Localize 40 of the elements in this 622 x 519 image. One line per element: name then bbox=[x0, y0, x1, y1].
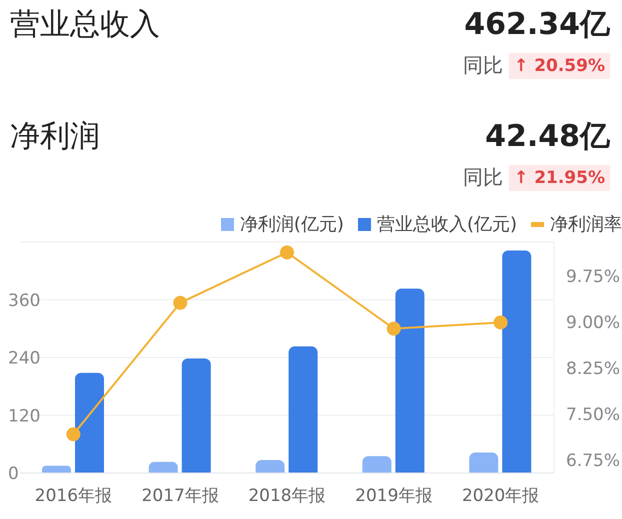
y2-tick-label: 9.00% bbox=[566, 312, 620, 333]
y-tick-label: 0 bbox=[8, 464, 19, 484]
point bbox=[280, 245, 294, 260]
y-tick-label: 240 bbox=[8, 348, 40, 368]
y-tick-label: 120 bbox=[8, 406, 40, 426]
legend-label: 净利润(亿元) bbox=[238, 213, 344, 236]
legend-label: 净利润率 bbox=[549, 213, 622, 236]
bar bbox=[42, 466, 71, 473]
y-tick-label: 360 bbox=[8, 290, 40, 311]
y2-tick-label: 7.50% bbox=[566, 405, 620, 426]
text: 42.48亿 bbox=[485, 118, 610, 156]
bar bbox=[469, 452, 498, 473]
y2-tick-label: 8.25% bbox=[566, 358, 620, 379]
point bbox=[173, 296, 188, 310]
bar bbox=[148, 462, 178, 473]
bar bbox=[75, 372, 104, 473]
text: ↑ 21.95% bbox=[509, 164, 610, 190]
x-tick-label: 2018年报 bbox=[248, 486, 326, 506]
bar bbox=[288, 346, 318, 473]
bar bbox=[362, 456, 392, 473]
y2-tick-label: 6.75% bbox=[566, 451, 620, 472]
text: ↑ 20.59% bbox=[509, 52, 610, 78]
text: 同比 bbox=[463, 164, 504, 191]
text: 462.34亿 bbox=[464, 6, 610, 44]
legend-label: 营业总收入(亿元) bbox=[376, 213, 517, 236]
x-tick-label: 2017年报 bbox=[142, 486, 219, 506]
bar bbox=[395, 288, 424, 473]
bar bbox=[502, 250, 532, 473]
y2-tick-label: 9.75% bbox=[566, 266, 620, 287]
bar bbox=[256, 460, 285, 473]
text: 营业总收入 bbox=[10, 6, 160, 44]
bar bbox=[182, 358, 211, 473]
x-tick-label: 2016年报 bbox=[34, 486, 112, 506]
x-tick-label: 2019年报 bbox=[355, 486, 432, 506]
text: 净利润 bbox=[10, 118, 100, 156]
point bbox=[494, 315, 508, 330]
point bbox=[66, 427, 80, 442]
text: 同比 bbox=[463, 52, 504, 79]
point bbox=[386, 322, 401, 336]
x-tick-label: 2020年报 bbox=[462, 486, 540, 506]
